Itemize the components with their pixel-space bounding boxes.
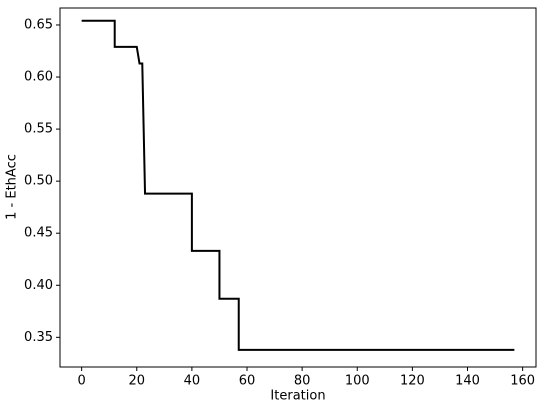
y-tick-label: 0.35 xyxy=(24,330,53,345)
plot-frame xyxy=(59,7,537,368)
y-tick-label: 0.60 xyxy=(24,70,53,85)
y-tick-label: 0.50 xyxy=(24,174,53,189)
y-tick-label: 0.45 xyxy=(24,226,53,241)
x-tick-label: 60 xyxy=(239,374,256,389)
x-tick-label: 100 xyxy=(345,374,370,389)
x-tick-label: 80 xyxy=(294,374,311,389)
x-tick-label: 140 xyxy=(455,374,480,389)
y-axis-label: 1 - EthAcc xyxy=(5,154,20,220)
x-axis-label: Iteration xyxy=(270,389,325,404)
x-tick-label: 40 xyxy=(184,374,201,389)
y-tick-label: 0.40 xyxy=(24,278,53,293)
x-tick-label: 160 xyxy=(510,374,535,389)
y-tick-label: 0.65 xyxy=(24,17,53,32)
x-tick-label: 0 xyxy=(77,374,85,389)
data-line xyxy=(81,19,515,351)
x-tick-label: 120 xyxy=(400,374,425,389)
x-tick-label: 20 xyxy=(128,374,145,389)
y-tick-label: 0.55 xyxy=(24,122,53,137)
